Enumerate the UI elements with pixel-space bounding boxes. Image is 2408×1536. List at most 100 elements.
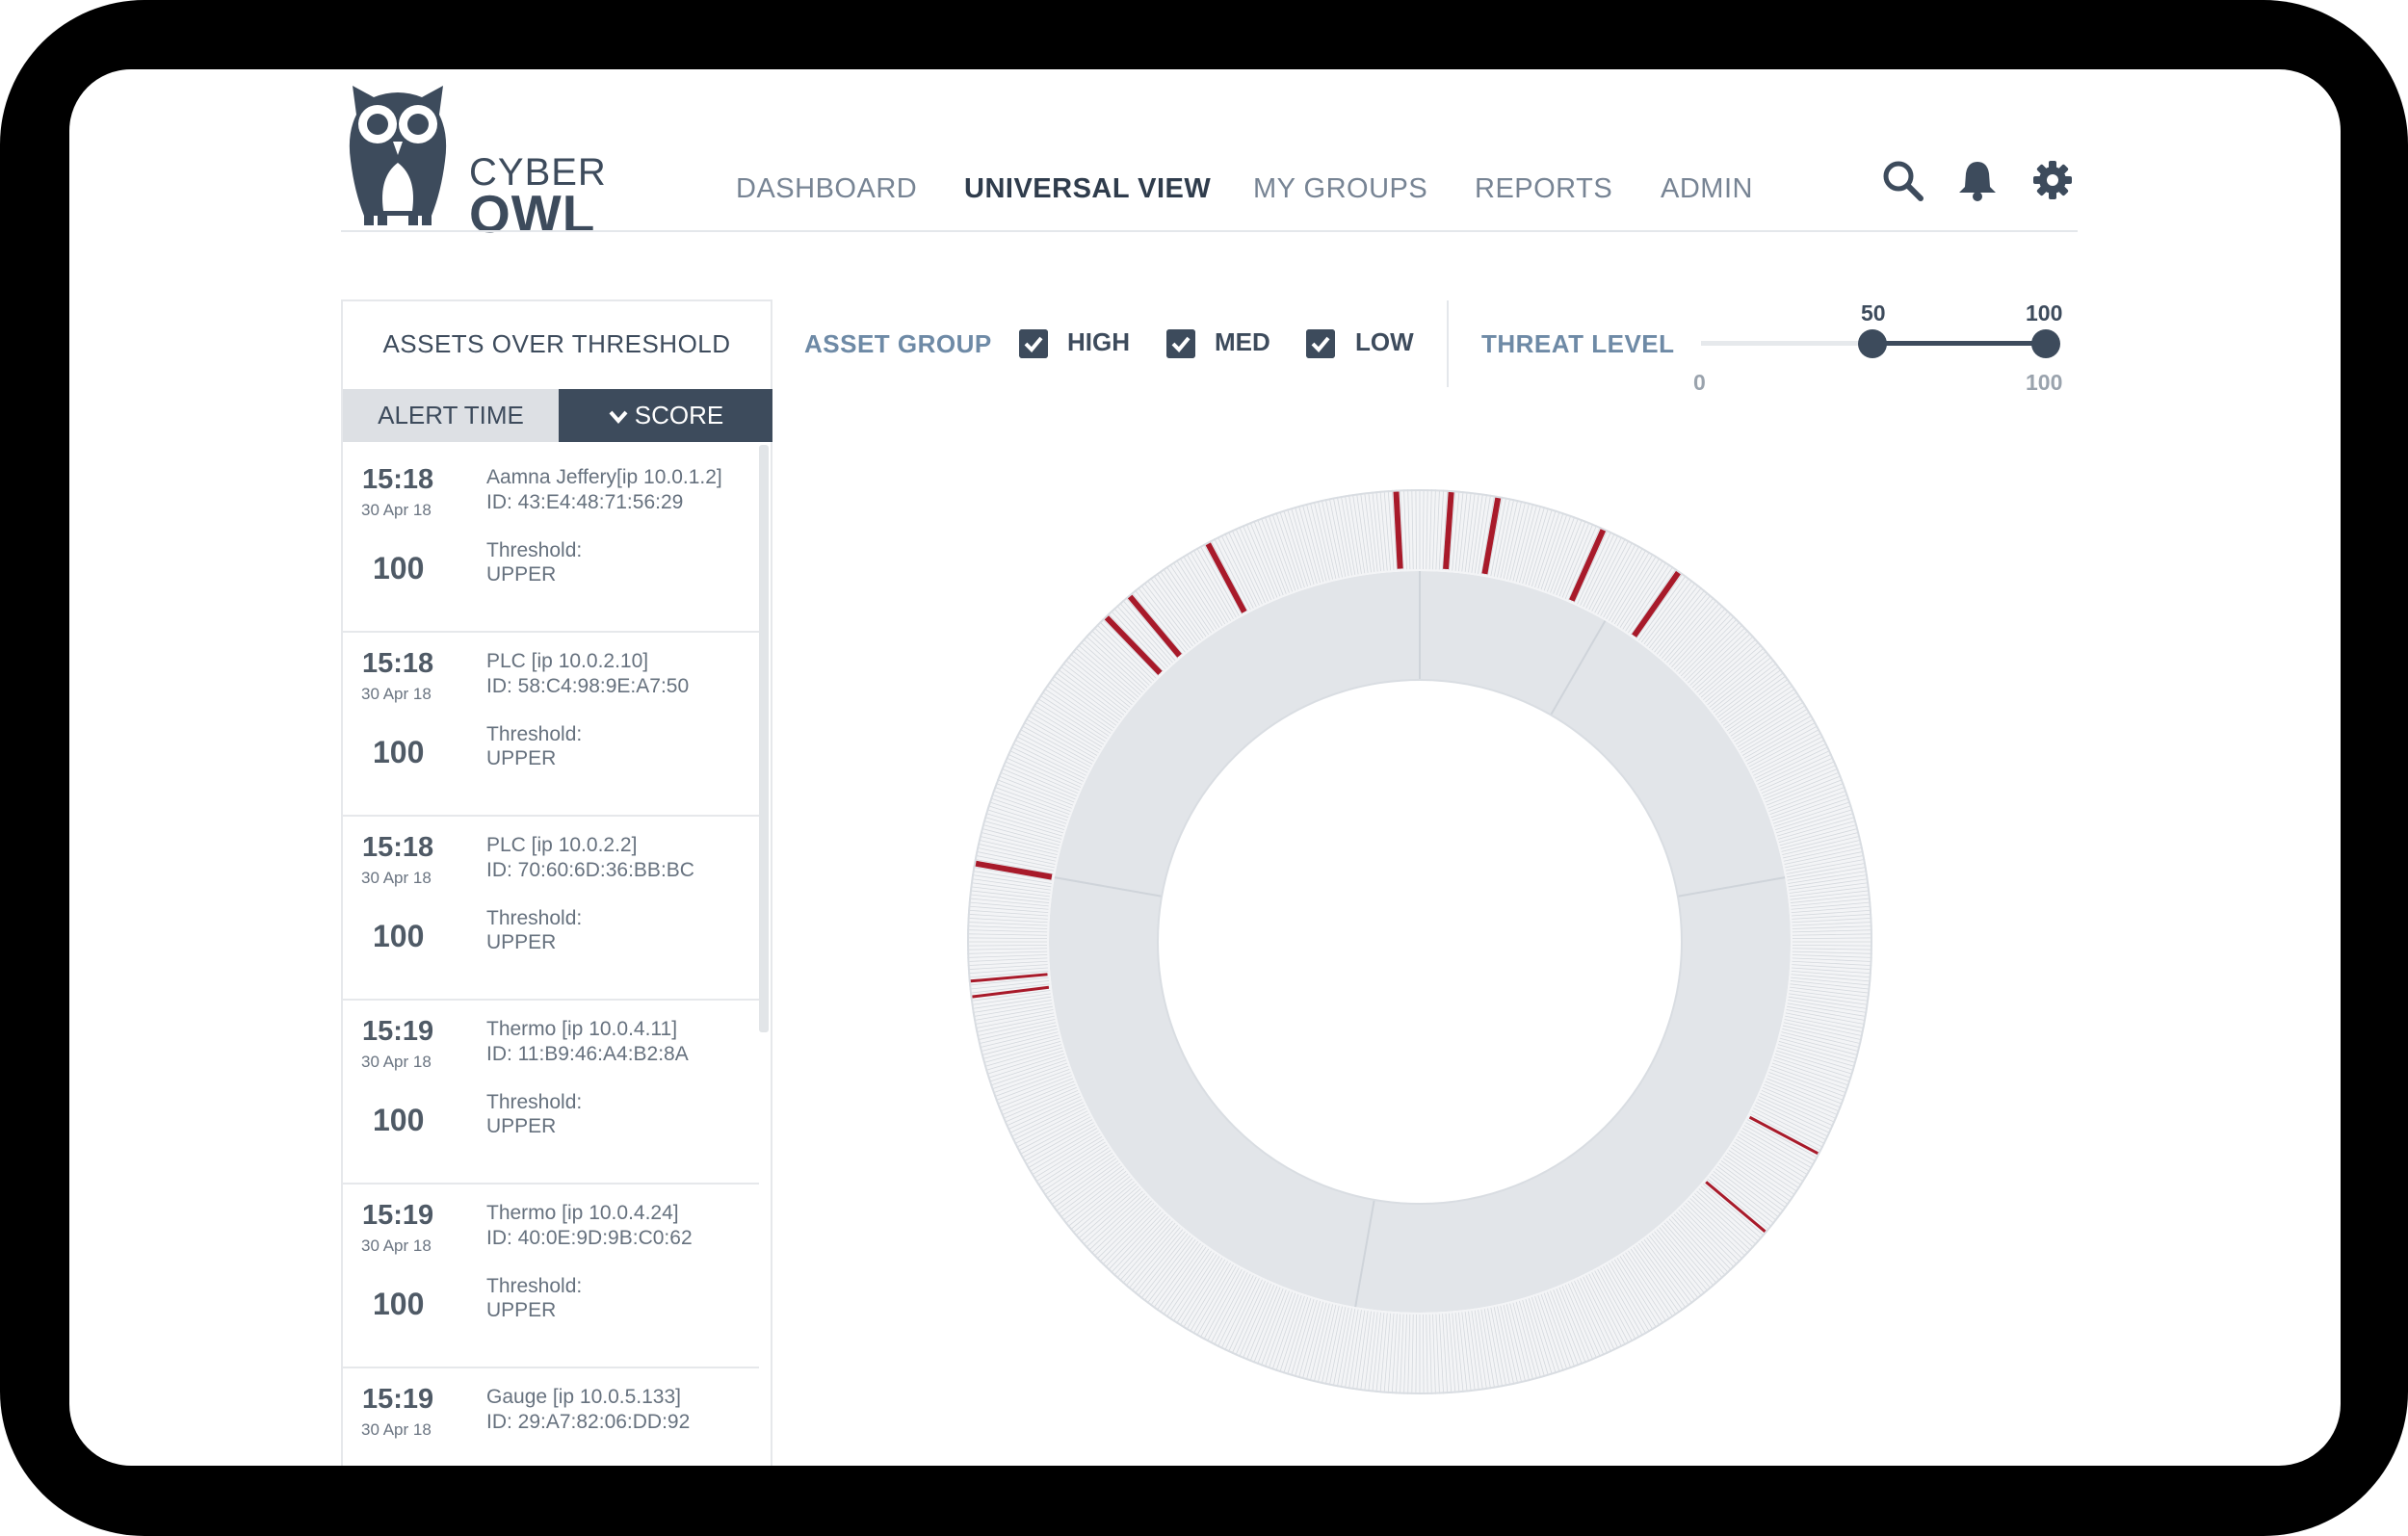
alert-list-item[interactable]: 15:18 30 Apr 18 100 PLC [ip 10.0.2.2] ID: 70… bbox=[343, 815, 759, 1001]
ring-alert-mark[interactable] bbox=[975, 860, 1053, 880]
checkbox-low-label: LOW bbox=[1355, 327, 1414, 356]
slider-low-value: 50 bbox=[1861, 300, 1886, 325]
search-icon[interactable] bbox=[1880, 158, 1924, 202]
panel-scrollbar[interactable] bbox=[759, 445, 769, 1032]
assets-panel bbox=[341, 299, 772, 1466]
alert-score: 100 bbox=[373, 1287, 425, 1321]
alert-asset-id: ID: 29:A7:82:06:DD:92 bbox=[486, 1411, 691, 1433]
header-divider bbox=[341, 230, 2078, 232]
nav-admin[interactable]: ADMIN bbox=[1661, 173, 1753, 204]
brand-line1: CYBER bbox=[469, 151, 607, 194]
alert-time: 15:19 bbox=[362, 1200, 434, 1231]
ring-center bbox=[1157, 679, 1683, 1205]
alert-asset-id: ID: 11:B9:46:A4:B2:8A bbox=[486, 1043, 689, 1065]
ring-outline bbox=[967, 489, 1872, 1394]
ring-segment-divider bbox=[1354, 1199, 1375, 1308]
alert-asset-id: ID: 58:C4:98:9E:A7:50 bbox=[486, 675, 690, 697]
ring-alert-mark[interactable] bbox=[1205, 542, 1247, 613]
alert-list-item[interactable]: 15:19 30 Apr 18 100 Thermo [ip 10.0.4.11] ID… bbox=[343, 999, 759, 1185]
alert-threshold-value: UPPER bbox=[486, 563, 557, 586]
ring-alert-mark[interactable] bbox=[1104, 615, 1163, 675]
ring-alert-mark[interactable] bbox=[1127, 594, 1182, 658]
alert-score: 100 bbox=[373, 735, 425, 769]
alert-asset-id: ID: 40:0E:9D:9B:C0:62 bbox=[486, 1227, 693, 1249]
slider-range bbox=[1872, 341, 2046, 346]
ring-alert-mark[interactable] bbox=[1443, 491, 1454, 570]
alert-date: 30 Apr 18 bbox=[361, 685, 432, 703]
owl-logo-icon bbox=[349, 86, 447, 225]
gear-icon[interactable] bbox=[2030, 158, 2075, 202]
alert-threshold-label: Threshold: bbox=[486, 1275, 583, 1297]
alert-list-item[interactable]: 15:19 30 Apr 18 Gauge [ip 10.0.5.133] ID: 2… bbox=[343, 1367, 759, 1466]
alert-list-item[interactable]: 15:18 30 Apr 18 100 Aamna Jeffery[ip 10.0.1… bbox=[343, 447, 759, 633]
nav-my-groups[interactable]: MY GROUPS bbox=[1253, 173, 1428, 204]
brand-line2: OWL bbox=[469, 184, 596, 244]
alert-list-item[interactable]: 15:18 30 Apr 18 100 PLC [ip 10.0.2.10] ID: 5… bbox=[343, 631, 759, 817]
alert-time: 15:18 bbox=[362, 832, 434, 863]
tab-score-label: SCORE bbox=[634, 401, 724, 430]
checkbox-med-label: MED bbox=[1215, 327, 1270, 356]
checkbox-high[interactable] bbox=[1019, 329, 1048, 358]
slider-high-value: 100 bbox=[2026, 300, 2063, 325]
alert-time: 15:18 bbox=[362, 464, 434, 495]
alert-threshold-label: Threshold: bbox=[486, 1091, 583, 1113]
alert-time: 15:18 bbox=[362, 648, 434, 679]
asset-group-label: ASSET GROUP bbox=[804, 329, 992, 358]
ring-alert-mark[interactable] bbox=[1748, 1115, 1819, 1156]
alert-asset-name: PLC [ip 10.0.2.2] bbox=[486, 834, 638, 856]
threat-ring-chart[interactable] bbox=[967, 489, 1872, 1394]
checkbox-med[interactable] bbox=[1166, 329, 1195, 358]
alert-asset-name: Gauge [ip 10.0.5.133] bbox=[486, 1386, 681, 1408]
threat-level-label: THREAT LEVEL bbox=[1481, 329, 1675, 358]
alert-time: 15:19 bbox=[362, 1016, 434, 1047]
ring-alert-mark[interactable] bbox=[1705, 1181, 1767, 1233]
alert-asset-id: ID: 70:60:6D:36:BB:BC bbox=[486, 859, 694, 881]
checkbox-low[interactable] bbox=[1306, 329, 1335, 358]
alert-score: 100 bbox=[373, 919, 425, 953]
slider-max-label: 100 bbox=[2026, 370, 2063, 395]
alert-date: 30 Apr 18 bbox=[361, 869, 432, 887]
alert-score: 100 bbox=[373, 551, 425, 586]
alert-date: 30 Apr 18 bbox=[361, 1237, 432, 1255]
ring-alert-mark[interactable] bbox=[1393, 491, 1403, 569]
ring-segment-divider bbox=[1054, 876, 1163, 898]
ring-alert-mark[interactable] bbox=[972, 985, 1050, 999]
alert-threshold-value: UPPER bbox=[486, 1115, 557, 1137]
alert-asset-name: Thermo [ip 10.0.4.11] bbox=[486, 1018, 678, 1040]
nav-dashboard[interactable]: DASHBOARD bbox=[736, 173, 918, 204]
slider-high-handle[interactable] bbox=[2031, 329, 2060, 358]
ring-alert-mark[interactable] bbox=[970, 973, 1048, 983]
app-screen: CYBER OWL DASHBOARD UNIVERSAL VIEW MY GR… bbox=[69, 69, 2341, 1466]
alert-date: 30 Apr 18 bbox=[361, 501, 432, 519]
alert-date: 30 Apr 18 bbox=[361, 1053, 432, 1071]
nav-universal-view[interactable]: UNIVERSAL VIEW bbox=[964, 173, 1212, 204]
slider-min-label: 0 bbox=[1693, 370, 1706, 395]
filter-divider bbox=[1447, 300, 1449, 387]
slider-low-handle[interactable] bbox=[1858, 329, 1887, 358]
checkbox-high-label: HIGH bbox=[1067, 327, 1130, 356]
tab-alert-time[interactable]: ALERT TIME bbox=[343, 389, 559, 442]
panel-title: ASSETS OVER THRESHOLD bbox=[382, 329, 731, 358]
ring-segment-divider bbox=[1550, 620, 1607, 716]
alert-asset-name: Thermo [ip 10.0.4.24] bbox=[486, 1202, 679, 1224]
alert-asset-id: ID: 43:E4:48:71:56:29 bbox=[486, 491, 684, 513]
chevron-down-icon bbox=[609, 410, 628, 425]
ring-segment-divider bbox=[1677, 876, 1786, 898]
alert-asset-name: PLC [ip 10.0.2.10] bbox=[486, 650, 649, 672]
ring-alert-mark[interactable] bbox=[1569, 529, 1607, 602]
alert-time: 15:19 bbox=[362, 1384, 434, 1415]
alert-asset-name: Aamna Jeffery[ip 10.0.1.2] bbox=[486, 466, 722, 488]
alert-threshold-label: Threshold: bbox=[486, 539, 583, 561]
ring-ticks bbox=[967, 489, 1872, 1394]
alert-list-item[interactable]: 15:19 30 Apr 18 100 Thermo [ip 10.0.4.24] ID… bbox=[343, 1183, 759, 1368]
alert-score: 100 bbox=[373, 1103, 425, 1137]
tab-score[interactable]: SCORE bbox=[559, 389, 772, 442]
nav-reports[interactable]: REPORTS bbox=[1475, 173, 1613, 204]
bell-icon[interactable] bbox=[1955, 158, 2000, 202]
ring-alert-mark[interactable] bbox=[1632, 570, 1681, 638]
alert-date: 30 Apr 18 bbox=[361, 1420, 432, 1439]
ring-alert-mark[interactable] bbox=[1481, 497, 1502, 575]
alert-threshold-value: UPPER bbox=[486, 1299, 557, 1321]
alert-threshold-label: Threshold: bbox=[486, 723, 583, 745]
alert-threshold-value: UPPER bbox=[486, 931, 557, 953]
